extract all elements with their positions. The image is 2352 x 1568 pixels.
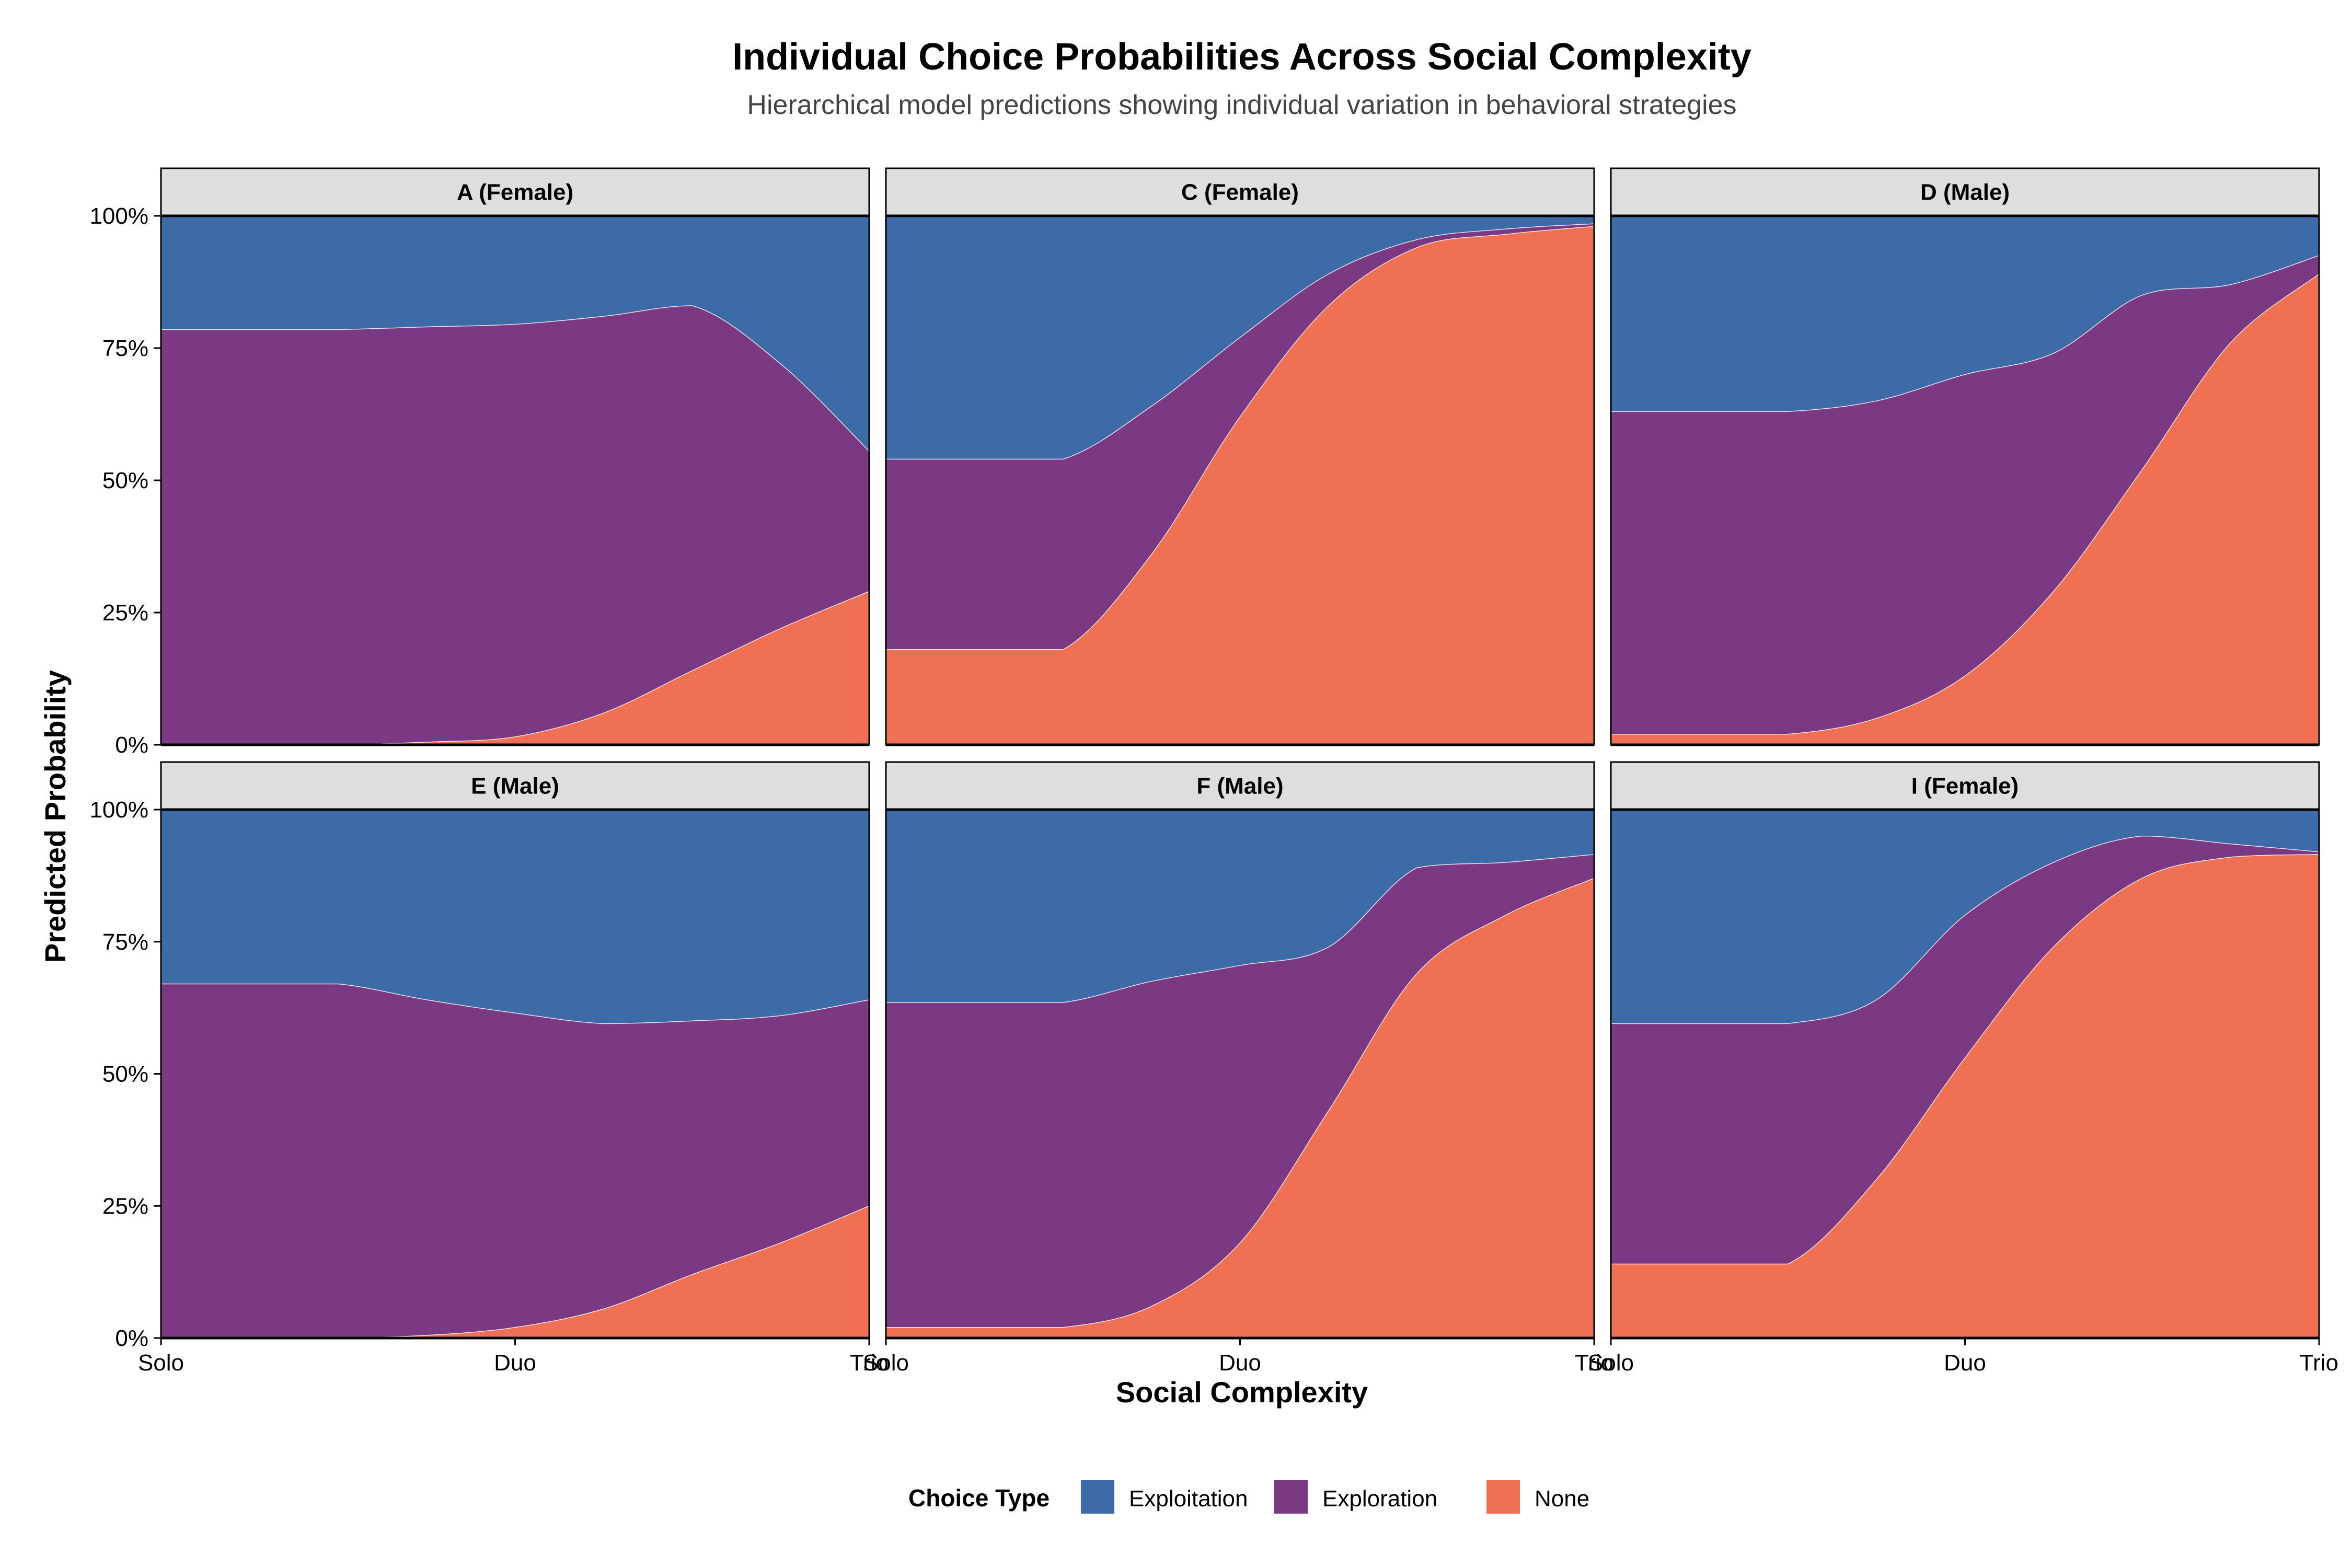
y-tick-label: 25% <box>102 600 148 626</box>
y-tick-label: 25% <box>102 1193 148 1219</box>
legend-label: Exploitation <box>1129 1486 1248 1512</box>
y-tick-label: 50% <box>102 468 148 493</box>
chart-title: Individual Choice Probabilities Across S… <box>732 36 1751 78</box>
facet-strip <box>885 761 1595 811</box>
y-tick-label: 0% <box>115 1325 148 1351</box>
facet-panel: C (Female) <box>885 167 1595 746</box>
x-tick-label: Trio <box>2300 1350 2338 1376</box>
y-tick-label: 50% <box>102 1062 148 1087</box>
facet-strip <box>1610 167 2320 217</box>
facet-strip-label: C (Female) <box>1181 180 1299 205</box>
facet-panel: D (Male) <box>1610 167 2320 746</box>
facet-strip <box>1610 761 2320 811</box>
facet-strip-label: I (Female) <box>1911 774 2019 799</box>
x-axis-title: Social Complexity <box>1116 1376 1368 1409</box>
panel-border <box>885 215 1595 746</box>
facet-panel: I (Female) Solo Duo Trio <box>1588 761 2338 1376</box>
facet-strip <box>885 167 1595 217</box>
facet-strip-label: E (Male) <box>471 774 559 799</box>
y-tick-label: 75% <box>102 336 148 361</box>
y-tick-label: 75% <box>102 929 148 955</box>
legend: Choice Type Exploitation Exploration None <box>908 1480 1589 1514</box>
chart-subtitle: Hierarchical model predictions showing i… <box>747 90 1736 120</box>
facet-panel: F (Male) Solo Duo Trio <box>863 761 1613 1376</box>
facet-strip-label: F (Male) <box>1196 774 1283 799</box>
x-tick-label: Solo <box>1588 1350 1634 1376</box>
legend-swatch <box>1274 1480 1308 1514</box>
facet-strip-label: D (Male) <box>1920 180 2010 205</box>
y-axis-title: Predicted Probability <box>39 670 72 963</box>
facet-strip-label: A (Female) <box>457 180 573 205</box>
legend-label: None <box>1535 1486 1589 1512</box>
y-tick-label: 0% <box>115 732 148 758</box>
x-tick-label: Duo <box>494 1350 536 1376</box>
facet-strip <box>160 167 870 217</box>
facet-panel: A (Female) 0% 25% 50% 75% 100% <box>89 167 870 758</box>
facet-panels: A (Female) 0% 25% 50% 75% 100% C (Female) D (Ma… <box>89 167 2338 1376</box>
x-tick-label: Trio <box>1575 1350 1613 1376</box>
x-tick-label: Solo <box>863 1350 909 1376</box>
facet-panel: E (Male) 0% 25% 50% 75% 100% Solo Duo Trio <box>89 761 889 1376</box>
legend-swatch <box>1486 1480 1520 1514</box>
y-tick-label: 100% <box>89 797 148 823</box>
y-tick-label: 100% <box>89 203 148 229</box>
x-tick-label: Duo <box>1944 1350 1986 1376</box>
legend-label: Exploration <box>1322 1486 1437 1512</box>
facet-strip <box>160 761 870 811</box>
x-tick-label: Trio <box>850 1350 889 1376</box>
x-tick-label: Solo <box>138 1350 184 1376</box>
legend-swatch <box>1081 1480 1114 1514</box>
x-tick-label: Duo <box>1219 1350 1261 1376</box>
legend-title: Choice Type <box>908 1484 1050 1512</box>
panel-border <box>1610 215 2320 746</box>
